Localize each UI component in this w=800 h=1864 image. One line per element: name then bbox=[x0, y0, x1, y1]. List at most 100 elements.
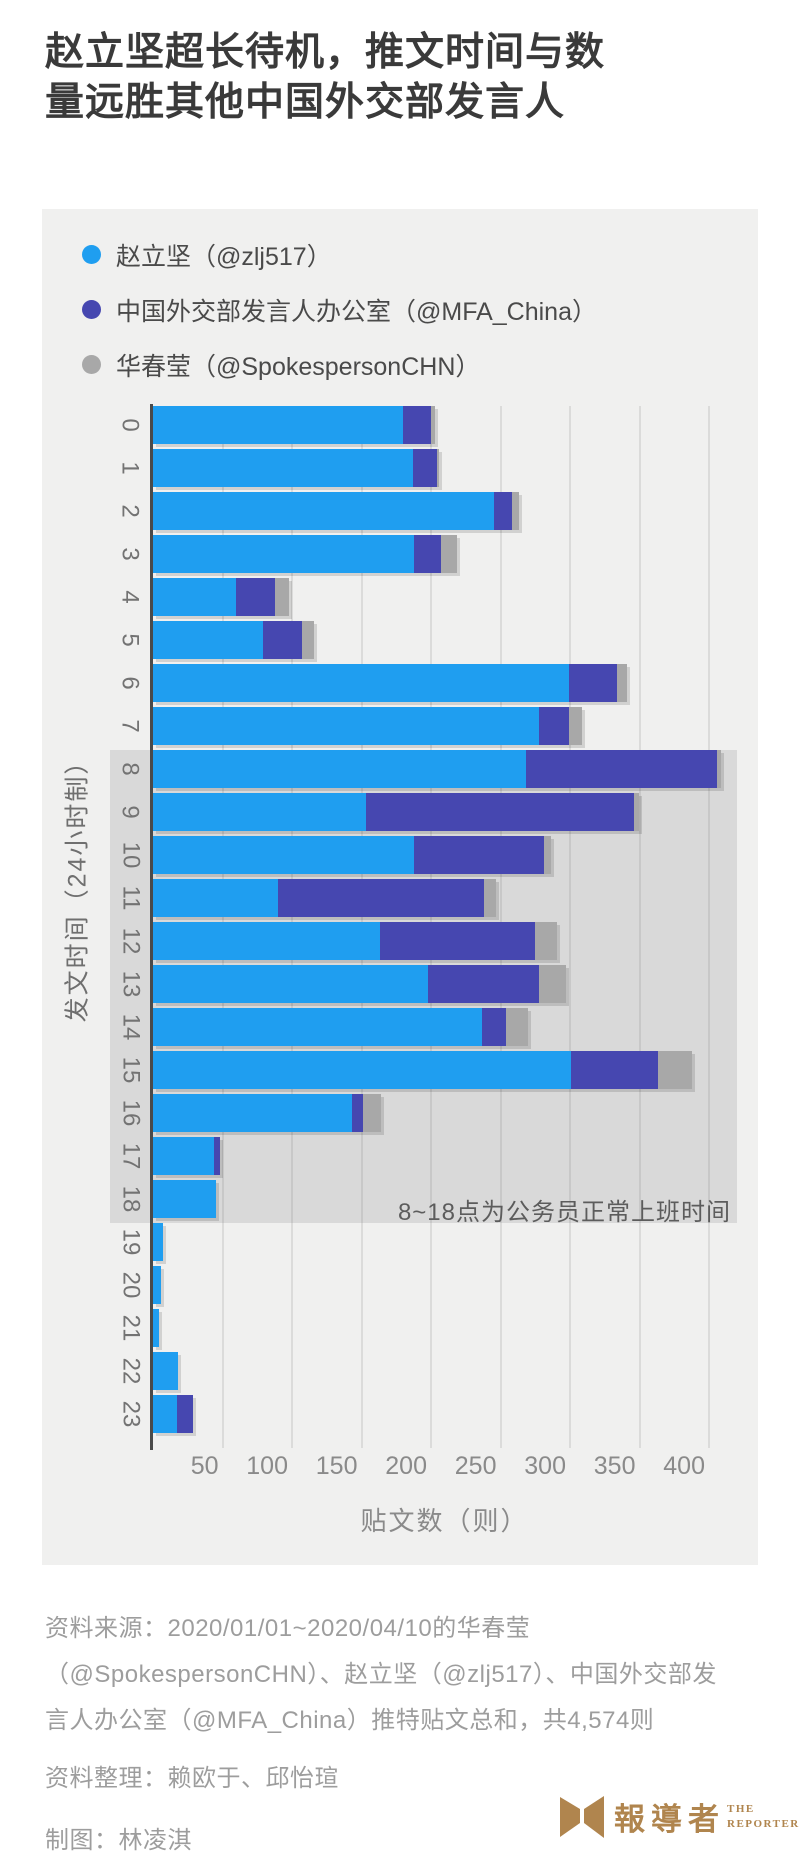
bar-segment bbox=[362, 1094, 381, 1132]
bar-segment bbox=[153, 406, 404, 444]
bar-row: 10 bbox=[110, 836, 737, 874]
bar-segment bbox=[568, 707, 583, 745]
stacked-bar bbox=[153, 664, 627, 702]
bar-segment bbox=[153, 664, 569, 702]
bar-segment bbox=[153, 1008, 483, 1046]
stacked-bar bbox=[153, 578, 290, 616]
hour-label-wrap: 20 bbox=[110, 1266, 150, 1304]
x-tick-label: 50 bbox=[190, 1452, 219, 1480]
bar-segment bbox=[278, 879, 484, 917]
bar-row: 19 bbox=[110, 1223, 737, 1261]
bar-segment bbox=[657, 1051, 693, 1089]
stacked-bar bbox=[153, 492, 519, 530]
hour-label: 15 bbox=[116, 1056, 144, 1084]
bar-row: 13 bbox=[110, 965, 737, 1003]
hour-label-wrap: 12 bbox=[110, 922, 150, 960]
hour-label: 5 bbox=[116, 633, 144, 647]
y-axis-line bbox=[150, 404, 153, 1450]
stacked-bar bbox=[153, 707, 583, 745]
stacked-bar bbox=[153, 836, 551, 874]
stacked-bar bbox=[153, 449, 440, 487]
legend-label: 赵立坚（@zlj517） bbox=[116, 242, 332, 271]
legend-dot-icon bbox=[82, 300, 101, 319]
footer-credit-data: 资料整理：赖欧于、邱怡瑄 bbox=[45, 1765, 339, 1792]
bar-segment bbox=[633, 793, 640, 831]
bar-segment bbox=[539, 707, 569, 745]
stacked-bar bbox=[153, 793, 640, 831]
hour-label-wrap: 23 bbox=[110, 1395, 150, 1433]
hour-label-wrap: 3 bbox=[110, 535, 150, 573]
legend-label: 华春莹（@SpokespersonCHN） bbox=[116, 352, 481, 381]
bar-segment bbox=[153, 578, 237, 616]
reporter-logo: 報導者 THE REPORTER bbox=[560, 1794, 800, 1839]
bar-row: 16 bbox=[110, 1094, 737, 1132]
legend: 赵立坚（@zlj517） 中国外交部发言人办公室（@MFA_China） 华春莹（@… bbox=[82, 227, 597, 392]
stacked-bar bbox=[153, 1180, 216, 1218]
x-axis-title: 贴文数（则） bbox=[360, 1506, 529, 1536]
bar-row: 7 bbox=[110, 707, 737, 745]
bar-row: 5 bbox=[110, 621, 737, 659]
x-tick-label: 400 bbox=[663, 1452, 705, 1480]
bar-segment bbox=[511, 492, 519, 530]
legend-item: 赵立坚（@zlj517） bbox=[82, 227, 597, 282]
hour-label-wrap: 8 bbox=[110, 750, 150, 788]
bar-segment bbox=[543, 836, 551, 874]
hour-label-wrap: 22 bbox=[110, 1352, 150, 1390]
bar-row: 22 bbox=[110, 1352, 737, 1390]
x-tick-label: 200 bbox=[385, 1452, 427, 1480]
x-tick-label: 300 bbox=[524, 1452, 566, 1480]
hour-label-wrap: 15 bbox=[110, 1051, 150, 1089]
hour-label: 14 bbox=[116, 1013, 144, 1041]
hour-label-wrap: 5 bbox=[110, 621, 150, 659]
bar-segment bbox=[262, 621, 302, 659]
hour-label: 1 bbox=[116, 461, 144, 475]
stacked-bar bbox=[153, 535, 458, 573]
stacked-bar bbox=[153, 1008, 529, 1046]
hour-label: 8 bbox=[116, 762, 144, 776]
y-axis-title-wrap: 发文时间（24小时制） bbox=[42, 565, 108, 1205]
legend-dot-icon bbox=[82, 245, 101, 264]
bar-row: 15 bbox=[110, 1051, 737, 1089]
hour-label-wrap: 16 bbox=[110, 1094, 150, 1132]
bar-segment bbox=[153, 1137, 215, 1175]
bar-segment bbox=[153, 1051, 572, 1089]
x-tick-label: 350 bbox=[593, 1452, 636, 1480]
stacked-bar bbox=[153, 1137, 220, 1175]
hour-label: 21 bbox=[116, 1314, 144, 1342]
bar-segment bbox=[153, 879, 279, 917]
hour-label: 10 bbox=[116, 841, 144, 869]
bar-row: 8 bbox=[110, 750, 737, 788]
bar-segment bbox=[379, 922, 536, 960]
hour-label: 17 bbox=[116, 1142, 144, 1170]
legend-label: 中国外交部发言人办公室（@MFA_China） bbox=[116, 297, 597, 326]
hour-label: 11 bbox=[116, 885, 144, 911]
bar-segment bbox=[153, 621, 263, 659]
bar-segment bbox=[506, 1008, 529, 1046]
legend-item: 中国外交部发言人办公室（@MFA_China） bbox=[82, 282, 597, 337]
bar-row: 9 bbox=[110, 793, 737, 831]
hour-label-wrap: 2 bbox=[110, 492, 150, 530]
stacked-bar bbox=[153, 1395, 194, 1433]
bar-segment bbox=[414, 836, 544, 874]
bar-segment bbox=[214, 1137, 220, 1175]
hour-label-wrap: 17 bbox=[110, 1137, 150, 1175]
reporter-logo-en-the: THE bbox=[727, 1803, 755, 1816]
hour-label-wrap: 10 bbox=[110, 836, 150, 874]
gridline bbox=[569, 406, 571, 1448]
bar-segment bbox=[153, 1309, 159, 1347]
hour-label: 16 bbox=[116, 1099, 144, 1127]
bar-segment bbox=[412, 449, 437, 487]
plot-area: 0 1 2 3 4 5 6 7 8 9 10 11 12 13 14 15 16 17 18 19 20 21 22 23 8… bbox=[110, 404, 737, 1450]
bar-segment bbox=[275, 578, 290, 616]
stacked-bar bbox=[153, 1352, 179, 1390]
hour-label-wrap: 9 bbox=[110, 793, 150, 831]
bar-segment bbox=[351, 1094, 363, 1132]
bar-segment bbox=[153, 1094, 352, 1132]
footer-credit-chart: 制图：林凌淇 bbox=[45, 1827, 192, 1854]
reporter-logo-cjk-text: 報導者 bbox=[614, 1802, 725, 1837]
bar-segment bbox=[493, 492, 512, 530]
bar-segment bbox=[525, 750, 718, 788]
hour-label: 9 bbox=[116, 805, 144, 819]
bar-segment bbox=[428, 965, 540, 1003]
